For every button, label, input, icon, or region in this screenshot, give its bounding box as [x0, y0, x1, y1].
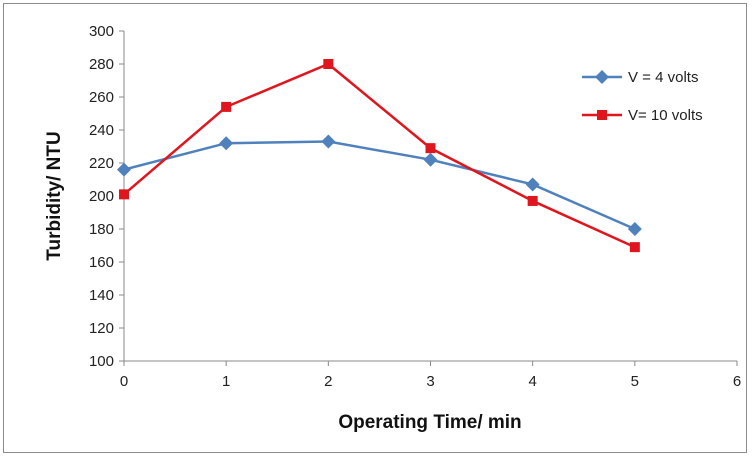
y-tick-label: 200	[89, 188, 114, 205]
data-point-square	[323, 59, 334, 69]
data-point-square	[527, 195, 538, 206]
y-tick-label: 120	[89, 320, 114, 337]
legend-label: V= 10 volts	[628, 107, 703, 124]
x-tick-label: 2	[324, 373, 332, 390]
series-line-2	[123, 62, 636, 249]
y-tick-label: 180	[89, 221, 114, 238]
y-tick-label: 100	[89, 353, 114, 370]
y-axis-title: Turbidity/ NTU	[44, 131, 65, 260]
data-point-diamond	[117, 162, 131, 177]
legend-marker-square	[597, 110, 607, 120]
y-ticks: 100 120 140 160 180 200 220 240 260 280 300	[89, 23, 124, 370]
y-tick-label: 280	[89, 56, 114, 73]
y-tick-label: 220	[89, 155, 114, 172]
y-tick-label: 240	[89, 122, 114, 139]
x-tick-label: 5	[631, 373, 639, 390]
x-tick-label: 3	[426, 373, 434, 390]
data-point-diamond	[423, 152, 438, 167]
data-point-diamond	[627, 222, 642, 236]
y-tick-label: 300	[89, 23, 114, 40]
chart-frame	[3, 3, 747, 453]
x-tick-label: 0	[120, 373, 128, 390]
data-point-diamond	[321, 134, 336, 149]
data-point-diamond	[219, 136, 234, 151]
data-point-square	[221, 101, 232, 112]
x-axis-title: Operating Time/ min	[338, 412, 521, 433]
data-point-diamond	[525, 177, 540, 192]
series-line-1	[123, 140, 636, 231]
legend: V = 4 volts V= 10 volts	[582, 69, 703, 124]
series-group	[117, 59, 642, 253]
x-ticks: 0 1 2 3 4 5 6	[120, 361, 741, 390]
y-tick-label: 160	[89, 254, 114, 271]
x-tick-label: 6	[733, 373, 741, 390]
data-point-square	[629, 242, 640, 253]
data-point-square	[119, 189, 129, 200]
data-point-square	[425, 143, 436, 154]
legend-marker-diamond	[595, 70, 609, 84]
y-tick-label: 140	[89, 287, 114, 304]
x-tick-label: 4	[528, 373, 536, 390]
y-tick-label: 260	[89, 89, 114, 106]
x-tick-label: 1	[222, 373, 230, 390]
legend-label: V = 4 volts	[628, 69, 698, 86]
